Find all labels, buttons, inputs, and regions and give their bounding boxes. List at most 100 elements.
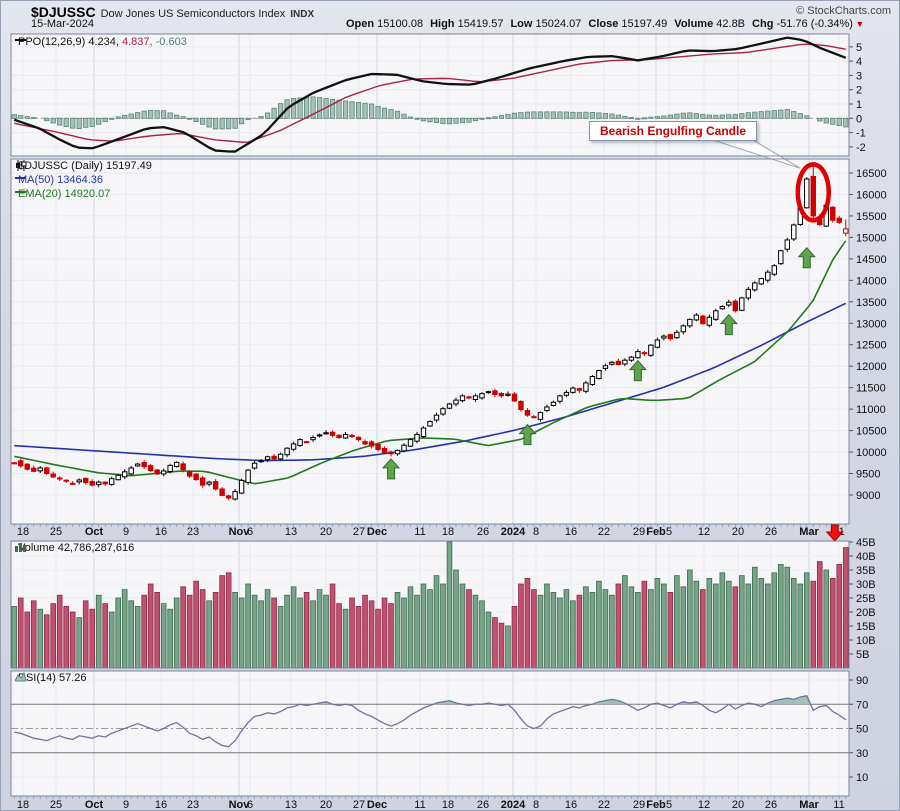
rsi-legend: RSI(14) 57.26 xyxy=(15,672,86,684)
candle-body xyxy=(609,361,615,365)
candle-body xyxy=(804,178,810,209)
candle-body xyxy=(160,470,167,475)
date-label: 12 xyxy=(698,526,710,538)
histogram-bar xyxy=(349,101,355,119)
histogram-bar xyxy=(297,97,303,119)
candle-body xyxy=(24,463,30,470)
candle-body xyxy=(654,339,661,348)
volume-bar xyxy=(628,586,635,669)
candle-body xyxy=(687,318,693,327)
histogram-bar xyxy=(836,117,842,127)
y-axis-label: 50 xyxy=(856,724,868,736)
histogram-bar xyxy=(531,111,537,119)
date-label: 27 xyxy=(353,526,365,538)
date-label: 25 xyxy=(50,799,62,811)
histogram-bar xyxy=(381,107,388,119)
stat-label: High xyxy=(430,18,455,30)
panel-border xyxy=(10,158,850,525)
histogram-bar xyxy=(122,115,128,119)
date-label: 27 xyxy=(353,799,365,811)
volume-bar xyxy=(459,583,466,669)
candle-body xyxy=(661,335,667,339)
candle-body xyxy=(726,301,732,306)
ppo-panel xyxy=(11,36,849,153)
volume-bar xyxy=(518,583,524,669)
candle-body xyxy=(537,412,544,420)
histogram-bar xyxy=(187,117,193,120)
candle-body xyxy=(667,334,674,340)
date-label: 25 xyxy=(50,526,62,538)
volume-bar xyxy=(466,589,472,669)
histogram-bar xyxy=(804,115,810,119)
date-label: 22 xyxy=(598,799,610,811)
volume-bar xyxy=(154,592,160,669)
date-label: 12 xyxy=(698,799,710,811)
date-label: 18 xyxy=(442,799,454,811)
candle-body xyxy=(329,431,336,436)
candle-body xyxy=(316,434,323,437)
volume-bar xyxy=(76,617,83,669)
candle-body xyxy=(784,239,790,250)
date-label: 26 xyxy=(765,799,777,811)
volume-bar xyxy=(829,578,836,669)
histogram-bar xyxy=(648,116,654,119)
histogram-bar xyxy=(758,111,764,119)
stat-value: 42.8B xyxy=(713,18,746,30)
volume-bar xyxy=(446,541,453,669)
volume-bar xyxy=(56,594,63,669)
histogram-bar xyxy=(414,117,420,120)
histogram-bar xyxy=(148,110,154,119)
histogram-bar xyxy=(63,117,69,128)
y-axis-label: 10000 xyxy=(856,447,887,459)
volume-bar xyxy=(381,597,388,669)
panel-bg xyxy=(11,159,849,524)
histogram-bar xyxy=(563,111,570,119)
y-axis-label: 70 xyxy=(856,699,868,711)
symbol: $DJUSSC xyxy=(31,4,96,20)
volume-bar xyxy=(498,622,505,669)
volume-bar xyxy=(147,583,154,669)
volume-bar xyxy=(784,566,791,669)
candle-body xyxy=(31,467,37,472)
candle-body xyxy=(37,467,43,472)
candle-body xyxy=(615,360,622,365)
volume-bar xyxy=(238,597,245,669)
candle-body xyxy=(394,449,401,455)
candle-body xyxy=(245,469,251,483)
histogram-bar xyxy=(135,112,141,119)
candle-body xyxy=(550,401,557,406)
ma50-legend: MA(50) 13464.36 xyxy=(15,174,103,186)
histogram-bar xyxy=(44,117,50,122)
stockcharts-credit-link[interactable]: © StockCharts.com xyxy=(796,5,891,17)
candle-body xyxy=(83,477,89,484)
volume-bar xyxy=(102,603,108,669)
date-label: 9 xyxy=(123,799,129,811)
candle-body xyxy=(186,471,193,477)
volume-bar xyxy=(349,597,355,669)
histogram-bar xyxy=(109,117,115,120)
volume-bar xyxy=(303,592,310,669)
histogram-bar xyxy=(446,117,453,125)
candle-body xyxy=(830,206,836,221)
candle-body xyxy=(732,300,739,312)
volume-bar xyxy=(752,566,758,669)
volume-bar xyxy=(596,580,602,669)
candle-body xyxy=(752,282,758,291)
candle-body xyxy=(180,463,186,471)
stat-value: 15419.57 xyxy=(454,18,504,30)
candle-body xyxy=(225,495,232,499)
histogram-bar xyxy=(433,117,440,124)
candle-body xyxy=(778,250,784,265)
volume-bar xyxy=(713,583,719,669)
date-label: Feb xyxy=(646,799,666,811)
volume-bar xyxy=(245,583,251,669)
candle-body xyxy=(271,455,277,460)
volume-bar xyxy=(394,592,401,669)
date-label: Mar xyxy=(799,526,819,538)
histogram-bar xyxy=(161,110,167,119)
y-axis-label: 0 xyxy=(856,113,862,125)
ppo-value: 4.234, xyxy=(88,36,119,48)
histogram-bar xyxy=(459,117,466,124)
date-label: 26 xyxy=(765,526,777,538)
